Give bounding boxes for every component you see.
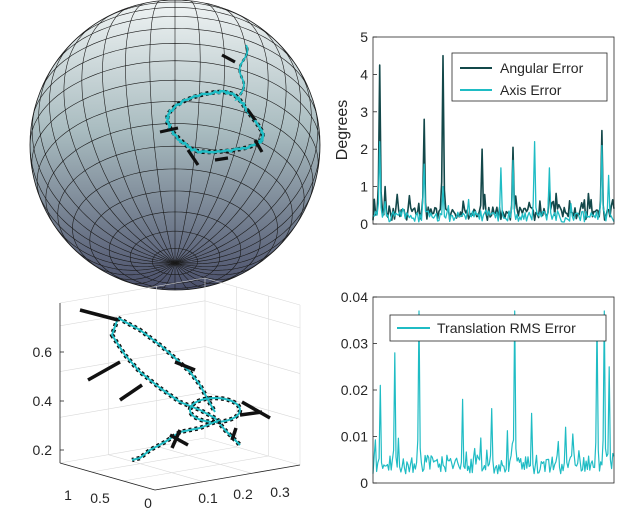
y-tick-label: 1: [360, 179, 368, 195]
y-tick-label: 0.1: [198, 490, 218, 506]
y-tick-label: 0: [360, 216, 368, 232]
legend-label-angular: Angular Error: [500, 60, 584, 76]
series-line-axis-error: [372, 141, 615, 223]
y-tick-label: 4: [360, 66, 368, 82]
3d-axes-box: [59, 277, 301, 491]
series-line-angular-error: [372, 54, 615, 222]
legend: Angular Error Axis Error: [451, 52, 608, 102]
y-tick-label: 0.3: [270, 484, 290, 500]
angular-error-chart: 0 1 2 3 4 5 Degrees Angular Error Axis Error: [334, 29, 615, 232]
z-tick-label: 0.4: [33, 393, 53, 409]
y-tick-label: 3: [360, 104, 368, 120]
y-tick-label: 5: [360, 29, 368, 45]
sphere-plot: [29, 0, 321, 291]
3d-trajectory: [79, 308, 271, 463]
x-tick-label: 0: [144, 495, 152, 511]
y-tick-label: 0.2: [233, 486, 253, 502]
sphere-trajectory: [159, 44, 265, 166]
plot-frame: [372, 36, 615, 225]
y-tick-label: 2: [360, 141, 368, 157]
y-tick-label: 0: [360, 475, 368, 491]
sphere-mesh: [30, 0, 320, 290]
y-tick-label: 0.04: [341, 289, 368, 305]
y-tick-label: 0.01: [341, 429, 368, 445]
z-tick-label: 0.2: [33, 442, 53, 458]
translation-rms-chart: 0 0.01 0.02 0.03 0.04 Translation RMS Error: [341, 289, 615, 491]
x-tick-label: 0.5: [90, 490, 110, 506]
legend: Translation RMS Error: [389, 314, 607, 342]
y-tick-label: 0.02: [341, 382, 368, 398]
trajectory-3d-plot: 0.2 0.4 0.6 1 0.5 0 0.1 0.2 0.3: [33, 277, 301, 511]
x-tick-label: 1: [64, 487, 72, 503]
y-axis-label: Degrees: [334, 100, 351, 160]
y-tick-label: 0.03: [341, 336, 368, 352]
z-tick-label: 0.6: [33, 344, 53, 360]
legend-label-rms: Translation RMS Error: [437, 320, 576, 336]
series-line-translation-rms: [372, 310, 615, 475]
legend-label-axis: Axis Error: [500, 82, 562, 98]
